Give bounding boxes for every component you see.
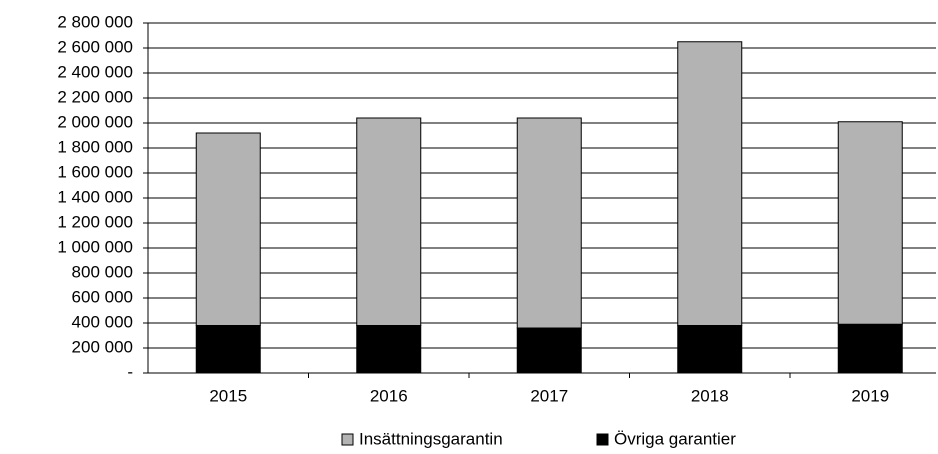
x-tick-label: 2018 <box>691 386 729 405</box>
bar-segment <box>677 41 743 326</box>
bar-segment <box>516 327 582 374</box>
legend-swatch <box>596 433 609 446</box>
bar-segment <box>356 117 422 326</box>
x-tick-label: 2019 <box>851 386 889 405</box>
y-tick-label: 1 800 000 <box>57 137 133 156</box>
legend-swatch <box>341 433 354 446</box>
y-tick-label: 400 000 <box>72 312 133 331</box>
y-tick-label: 800 000 <box>72 262 133 281</box>
bar-segment <box>195 132 261 326</box>
y-tick-label: 1 000 000 <box>57 237 133 256</box>
bar-segment <box>837 323 903 374</box>
legend-label: Insättningsgarantin <box>359 429 503 448</box>
bar-segment <box>195 325 261 374</box>
y-tick-label: 2 800 000 <box>57 12 133 31</box>
bar-segment <box>516 117 582 329</box>
bar-segment <box>677 325 743 374</box>
x-tick-label: 2016 <box>370 386 408 405</box>
y-tick-label: 200 000 <box>72 337 133 356</box>
y-tick-label: 2 600 000 <box>57 37 133 56</box>
y-tick-label: 2 000 000 <box>57 112 133 131</box>
y-tick-label: 1 200 000 <box>57 212 133 231</box>
legend-label: Övriga garantier <box>614 429 736 448</box>
bar-segment <box>837 121 903 325</box>
y-tick-label: 2 200 000 <box>57 87 133 106</box>
y-tick-label: 1 600 000 <box>57 162 133 181</box>
y-tick-label: 1 400 000 <box>57 187 133 206</box>
x-tick-label: 2015 <box>209 386 247 405</box>
bar-segment <box>356 325 422 374</box>
x-tick-label: 2017 <box>530 386 568 405</box>
y-tick-label: 2 400 000 <box>57 62 133 81</box>
y-tick-label: 600 000 <box>72 287 133 306</box>
y-tick-label: - <box>127 362 133 381</box>
